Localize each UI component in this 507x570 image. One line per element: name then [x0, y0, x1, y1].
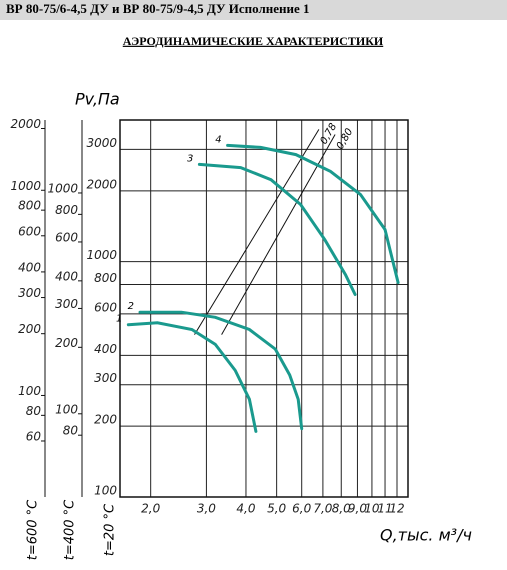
curve	[138, 310, 304, 431]
y-tick-label: 600	[18, 224, 41, 238]
y-tick-label: 300	[18, 286, 41, 300]
y-tick-label: 100	[18, 384, 41, 398]
x-tick-label: 9,0	[348, 502, 367, 516]
y-axis-label: t=20 °C	[103, 503, 118, 556]
y-tick-label: 400	[94, 342, 117, 356]
efficiency-line	[221, 134, 336, 335]
chart-title: АЭРОДИНАМИЧЕСКИЕ ХАРАКТЕРИСТИКИ	[123, 34, 384, 48]
x-tick-label: 7,0	[313, 502, 332, 516]
y-tick-label: 300	[94, 371, 117, 385]
curve-label: 2	[128, 301, 134, 312]
y-axis-title: Pv,Па	[75, 90, 120, 109]
y-tick-label: 200	[18, 322, 41, 336]
y-tick-label: 600	[94, 300, 117, 314]
x-tick-label: 6,0	[292, 502, 311, 516]
y-tick-label: 600	[55, 230, 78, 244]
y-axis-label: t=400 °C	[63, 499, 78, 560]
y-tick-label: 60	[26, 429, 42, 443]
x-tick-label: 2,0	[141, 502, 160, 516]
x-tick-label: 11	[377, 502, 392, 516]
curve	[226, 143, 400, 285]
y-tick-label: 300	[55, 297, 78, 311]
header-title: ВР 80-75/6-4,5 ДУ и ВР 80-75/9-4,5 ДУ Ис…	[6, 1, 310, 16]
curve-label: 4	[215, 134, 221, 145]
y-tick-label: 1000	[10, 179, 41, 193]
y-tick-label: 1000	[47, 181, 78, 195]
y-tick-label: 3000	[86, 136, 117, 150]
y-tick-label: 800	[94, 271, 117, 285]
y-tick-label: 2000	[86, 177, 117, 191]
y-tick-label: 2000	[10, 117, 41, 131]
curve-label: 1	[116, 314, 122, 325]
y-tick-label: 400	[55, 269, 78, 283]
x-tick-label: 12	[389, 502, 404, 516]
y-tick-label: 100	[55, 402, 78, 416]
y-tick-label: 200	[94, 413, 117, 427]
y-tick-label: 800	[55, 203, 78, 217]
curve	[126, 321, 258, 433]
y-axis-label: t=600 °C	[26, 499, 41, 560]
efficiency-label: 0,80	[335, 127, 356, 152]
y-tick-label: 80	[63, 424, 79, 438]
y-tick-label: 100	[94, 484, 117, 498]
plot-frame	[119, 119, 409, 498]
curve	[197, 162, 357, 296]
y-tick-label: 400	[18, 260, 41, 274]
x-tick-label: 5,0	[267, 502, 286, 516]
y-tick-label: 800	[18, 199, 41, 213]
y-tick-label: 1000	[86, 248, 117, 262]
x-axis-title: Q,тыс. м³/ч	[380, 526, 472, 545]
y-tick-label: 200	[55, 336, 78, 350]
y-tick-label: 80	[26, 404, 42, 418]
curve-label: 3	[187, 153, 193, 164]
header-bar	[0, 0, 507, 20]
efficiency-line	[194, 129, 320, 335]
x-tick-label: 3,0	[197, 502, 216, 516]
x-tick-label: 4,0	[236, 502, 255, 516]
x-tick-label: 8,0	[332, 502, 351, 516]
x-tick-label: 10	[364, 502, 380, 516]
